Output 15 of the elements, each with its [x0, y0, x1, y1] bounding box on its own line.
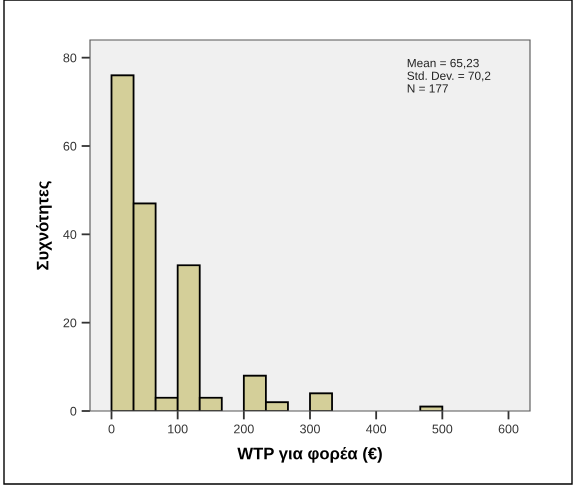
y-tick-label: 20 — [64, 318, 76, 328]
x-tick-label: 200 — [234, 424, 254, 434]
x-tick-label: 0 — [108, 424, 114, 434]
x-tick-label: 400 — [366, 424, 386, 434]
x-tick-label: 500 — [432, 424, 452, 434]
y-axis-title: Συχνότητες — [36, 181, 52, 270]
x-tick-label: 100 — [168, 424, 188, 434]
x-axis-title: WTP για φορέα (€) — [237, 446, 382, 463]
x-tick-label: 600 — [498, 424, 518, 434]
y-tick-label: 0 — [70, 406, 76, 416]
y-tick-label: 60 — [64, 142, 76, 151]
x-tick-label: 300 — [300, 424, 320, 434]
annotation: Mean = 65,23 Std. Dev. = 70,2 N = 177 — [407, 58, 490, 93]
y-tick-label: 40 — [63, 230, 76, 239]
y-tick-label: 80 — [63, 53, 76, 62]
